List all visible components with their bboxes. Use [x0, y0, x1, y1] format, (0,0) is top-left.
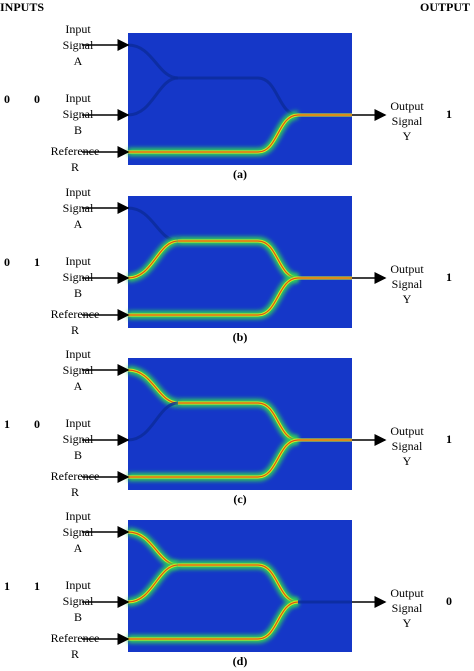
- panel-caption: (c): [233, 492, 246, 506]
- waveguide-peak: [128, 277, 299, 316]
- panel-caption: (d): [233, 654, 248, 668]
- input-b-value: 0: [34, 417, 40, 431]
- port-label: Input: [65, 254, 91, 268]
- inputs-header: INPUTS: [0, 0, 44, 14]
- port-label: Input: [65, 416, 91, 430]
- port-label: Input: [65, 91, 91, 105]
- port-label: A: [74, 379, 83, 393]
- panel-caption: (a): [233, 167, 247, 181]
- input-b-value: 1: [34, 255, 40, 269]
- port-label: Output: [390, 424, 424, 438]
- waveguide-peak: [127, 564, 179, 603]
- port-label: Reference: [51, 631, 100, 645]
- field-plot: [128, 520, 352, 652]
- port-label: Y: [403, 616, 412, 630]
- waveguide-peak: [128, 439, 299, 478]
- port-label: Y: [403, 454, 412, 468]
- port-label: B: [74, 286, 82, 300]
- port-label: Reference: [51, 469, 100, 483]
- port-label: Signal: [63, 525, 94, 539]
- port-label: Signal: [63, 38, 94, 52]
- panel-caption: (b): [233, 330, 248, 344]
- waveguides: [127, 206, 352, 319]
- waveguide-faint: [127, 43, 179, 80]
- waveguide-faint: [127, 76, 179, 117]
- input-a-value: 1: [4, 417, 10, 431]
- waveguide-peak: [128, 114, 299, 153]
- port-label: Input: [65, 509, 91, 523]
- waveguide-faint: [127, 401, 179, 442]
- port-label: B: [74, 610, 82, 624]
- port-label: A: [74, 541, 83, 555]
- field-plot: [128, 196, 352, 328]
- waveguides: [127, 43, 352, 156]
- port-label: Reference: [51, 307, 100, 321]
- port-label: Signal: [392, 114, 423, 128]
- port-label: Input: [65, 22, 91, 36]
- output-value: 1: [446, 107, 452, 121]
- port-label: R: [71, 160, 79, 174]
- port-label: A: [74, 217, 83, 231]
- field-plot: [128, 358, 352, 490]
- port-label: Output: [390, 99, 424, 113]
- waveguides: [127, 366, 352, 481]
- port-label: Signal: [63, 270, 94, 284]
- field-plot: [128, 33, 352, 165]
- port-label: Input: [65, 578, 91, 592]
- input-b-value: 1: [34, 579, 40, 593]
- input-a-value: 0: [4, 255, 10, 269]
- input-a-value: 0: [4, 92, 10, 106]
- output-value: 1: [446, 270, 452, 284]
- port-label: Input: [65, 185, 91, 199]
- port-label: Input: [65, 347, 91, 361]
- port-label: A: [74, 54, 83, 68]
- port-label: Reference: [51, 144, 100, 158]
- port-label: Signal: [63, 594, 94, 608]
- waveguides: [127, 528, 352, 643]
- waveguide-peak: [127, 369, 179, 404]
- port-label: R: [71, 647, 79, 661]
- port-label: Y: [403, 292, 412, 306]
- port-label: Signal: [63, 363, 94, 377]
- port-label: R: [71, 485, 79, 499]
- output-value: 0: [446, 594, 452, 608]
- input-a-value: 1: [4, 579, 10, 593]
- port-label: Signal: [392, 439, 423, 453]
- output-header: OUTPUT: [420, 0, 470, 14]
- port-label: Signal: [63, 107, 94, 121]
- port-label: B: [74, 448, 82, 462]
- waveguide-peak: [127, 240, 179, 279]
- port-label: Signal: [63, 432, 94, 446]
- input-b-value: 0: [34, 92, 40, 106]
- port-label: Output: [390, 586, 424, 600]
- port-label: Output: [390, 262, 424, 276]
- port-label: Y: [403, 129, 412, 143]
- port-label: Signal: [63, 201, 94, 215]
- port-label: R: [71, 323, 79, 337]
- waveguide-peak: [128, 601, 299, 640]
- output-value: 1: [446, 432, 452, 446]
- port-label: B: [74, 123, 82, 137]
- port-label: Signal: [392, 277, 423, 291]
- port-label: Signal: [392, 601, 423, 615]
